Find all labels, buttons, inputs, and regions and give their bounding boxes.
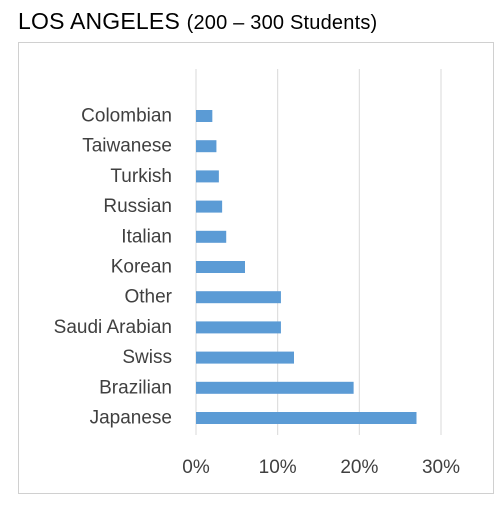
category-label: Taiwanese [82,136,172,157]
grid-lines [195,69,442,435]
bar-chart: Colombian Taiwanese Turkish Russian Italian K… [54,69,460,478]
bar [196,140,217,153]
x-tick-label: 0% [182,457,210,478]
bar [196,230,227,243]
chart-title-subtitle: (200 – 300 Students) [186,12,378,34]
chart-title: LOS ANGELES (200 – 300 Students) [18,8,377,35]
chart-title-main: LOS ANGELES [18,8,180,34]
bar [196,321,281,334]
x-tick-label: 20% [340,457,378,478]
bar [196,412,417,424]
bar [196,170,219,183]
x-tick-label: 30% [422,457,460,478]
category-label: Saudi Arabian [54,317,172,338]
category-label: Brazilian [99,377,172,398]
bar [196,291,281,304]
x-tick-labels: 0% 10% 20% 30% [182,457,460,478]
bar [196,110,213,122]
bar [196,351,294,364]
category-label: Other [124,287,172,308]
category-labels: Colombian Taiwanese Turkish Russian Italian K… [54,106,173,429]
category-label: Russian [103,196,172,217]
bar [196,200,223,213]
x-tick-label: 10% [259,457,297,478]
bar [196,381,354,394]
category-label: Japanese [90,408,172,429]
category-label: Italian [121,226,172,247]
category-label: Turkish [110,166,172,187]
bar [196,261,245,273]
bars [196,110,417,424]
category-label: Colombian [81,106,172,127]
category-label: Korean [111,257,172,278]
category-label: Swiss [122,347,172,368]
chart-frame: Colombian Taiwanese Turkish Russian Italian K… [18,42,494,494]
